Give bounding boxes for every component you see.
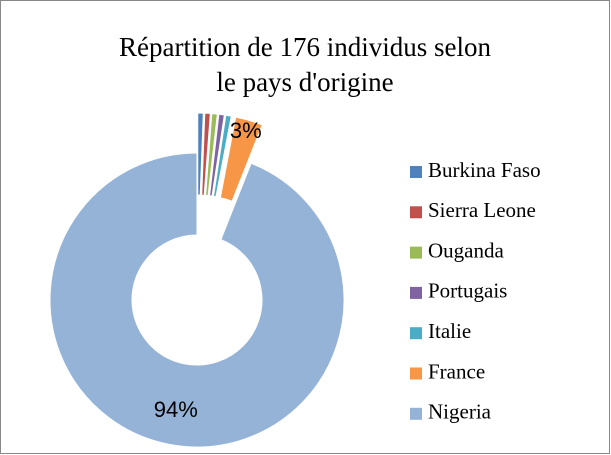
legend-label: Sierra Leone bbox=[428, 198, 536, 222]
legend-swatch bbox=[410, 206, 422, 219]
legend-label: Nigeria bbox=[428, 400, 492, 424]
chart-title: Répartition de 176 individus selon bbox=[119, 32, 491, 62]
donut-slice bbox=[219, 116, 263, 202]
legend-swatch bbox=[410, 327, 422, 340]
legend-label: France bbox=[428, 359, 485, 383]
donut-slice bbox=[197, 112, 204, 196]
chart-title: le pays d'origine bbox=[216, 67, 393, 97]
donut-slice bbox=[49, 152, 345, 448]
donut-slice bbox=[212, 114, 232, 198]
donut-slice bbox=[209, 113, 225, 197]
legend-label: Portugais bbox=[428, 279, 507, 303]
donut-slice bbox=[201, 112, 211, 196]
data-label: 3% bbox=[230, 118, 262, 143]
donut-slice bbox=[205, 113, 218, 197]
legend-label: Burkina Faso bbox=[428, 158, 541, 182]
legend-label: Ouganda bbox=[428, 238, 504, 262]
legend-label: Italie bbox=[428, 319, 471, 343]
legend-swatch bbox=[410, 286, 422, 299]
legend-swatch bbox=[410, 367, 422, 380]
legend-swatch bbox=[410, 407, 422, 420]
legend-swatch bbox=[410, 246, 422, 259]
data-label: 94% bbox=[154, 397, 198, 422]
legend-swatch bbox=[410, 166, 422, 178]
